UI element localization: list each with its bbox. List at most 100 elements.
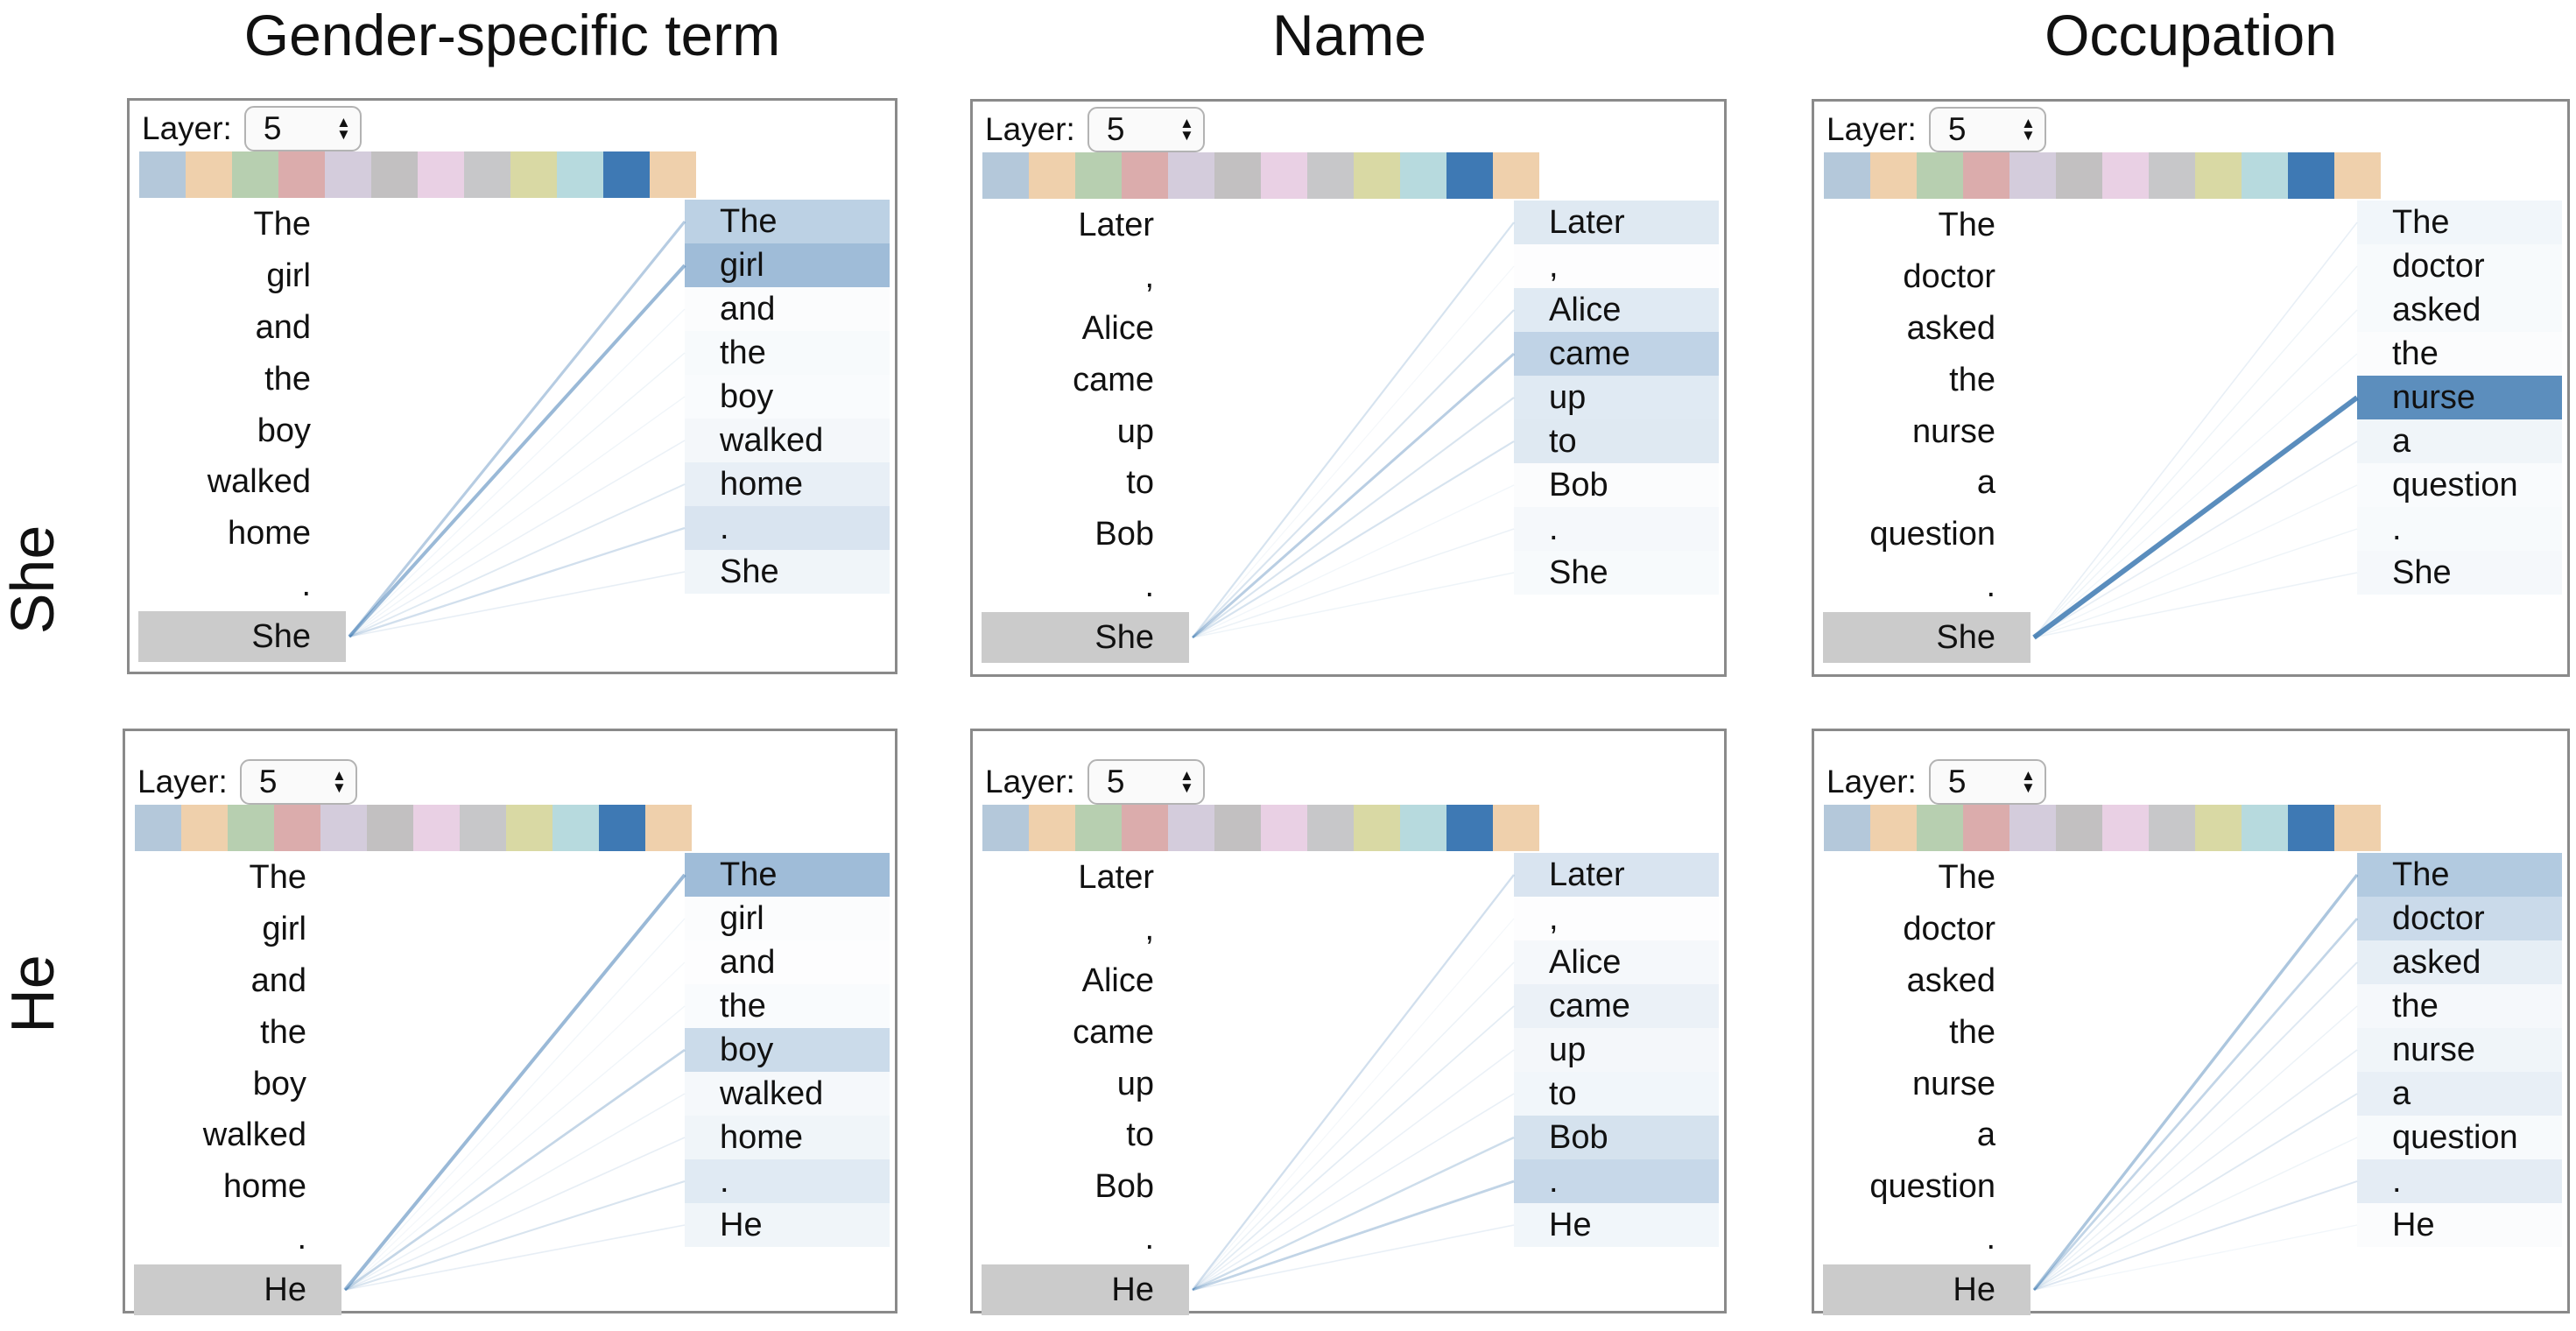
layer-select[interactable]: 5 ▲ ▼ xyxy=(1928,107,2046,152)
head-color-swatch[interactable] xyxy=(1261,152,1307,199)
layer-select[interactable]: 5 ▲ ▼ xyxy=(1087,759,1205,805)
head-color-swatch[interactable] xyxy=(274,805,320,851)
layer-select[interactable]: 5 ▲ ▼ xyxy=(1087,107,1205,152)
left-token[interactable]: home xyxy=(227,515,311,553)
head-color-swatch[interactable] xyxy=(1870,805,1917,851)
head-color-swatch[interactable] xyxy=(2009,805,2056,851)
layer-stepper[interactable]: ▲ ▼ xyxy=(336,115,351,143)
left-token[interactable]: . xyxy=(301,567,311,604)
left-token[interactable]: nurse xyxy=(1911,412,1995,450)
layer-stepper[interactable]: ▲ ▼ xyxy=(2021,768,2036,796)
head-color-swatch[interactable] xyxy=(1354,805,1400,851)
left-token[interactable]: walked xyxy=(207,463,311,501)
left-token[interactable]: came xyxy=(1073,1013,1154,1051)
layer-stepper[interactable]: ▲ ▼ xyxy=(1179,115,1194,143)
left-token[interactable]: . xyxy=(1144,1220,1154,1257)
stepper-up-icon[interactable]: ▲ xyxy=(1179,115,1194,131)
left-token[interactable]: girl xyxy=(262,910,306,947)
stepper-down-icon[interactable]: ▼ xyxy=(1179,779,1194,796)
head-color-swatch[interactable] xyxy=(557,151,603,198)
head-color-swatch[interactable] xyxy=(1354,152,1400,199)
head-color-swatch[interactable] xyxy=(371,151,418,198)
head-color-swatch[interactable] xyxy=(135,805,181,851)
head-color-swatch[interactable] xyxy=(2334,805,2381,851)
left-token[interactable]: Alice xyxy=(1081,961,1154,999)
left-token[interactable]: question xyxy=(1869,1168,1995,1206)
head-color-swatch[interactable] xyxy=(1261,805,1307,851)
head-color-swatch[interactable] xyxy=(1168,152,1214,199)
stepper-down-icon[interactable]: ▼ xyxy=(336,126,351,143)
head-color-swatch[interactable] xyxy=(460,805,506,851)
layer-stepper[interactable]: ▲ ▼ xyxy=(332,767,347,796)
head-color-swatch[interactable] xyxy=(1493,152,1539,199)
head-color-swatch-selected[interactable] xyxy=(599,805,645,851)
head-color-swatch[interactable] xyxy=(418,151,464,198)
left-token[interactable]: the xyxy=(1949,361,1995,398)
head-color-swatch[interactable] xyxy=(1307,805,1354,851)
selected-token[interactable]: She xyxy=(982,612,1189,663)
left-token[interactable]: Later xyxy=(1078,207,1154,243)
layer-select[interactable]: 5 ▲ ▼ xyxy=(239,759,357,805)
head-color-swatch[interactable] xyxy=(320,805,367,851)
head-color-swatch[interactable] xyxy=(1917,152,1963,199)
left-token[interactable]: Bob xyxy=(1094,1168,1154,1206)
head-color-swatch[interactable] xyxy=(232,151,278,198)
head-color-swatch[interactable] xyxy=(982,805,1029,851)
head-color-swatch[interactable] xyxy=(2102,152,2149,199)
head-color-swatch-selected[interactable] xyxy=(1446,805,1493,851)
head-color-swatch[interactable] xyxy=(1307,152,1354,199)
layer-select[interactable]: 5 ▲ ▼ xyxy=(1928,759,2046,805)
stepper-up-icon[interactable]: ▲ xyxy=(332,767,347,784)
head-color-swatch[interactable] xyxy=(325,151,371,198)
left-token[interactable]: girl xyxy=(266,257,311,294)
left-token[interactable]: home xyxy=(222,1168,306,1206)
layer-stepper[interactable]: ▲ ▼ xyxy=(1179,767,1194,796)
left-token[interactable]: up xyxy=(1116,412,1154,450)
head-color-swatch[interactable] xyxy=(1075,805,1122,851)
left-token[interactable]: asked xyxy=(1906,961,1995,999)
head-color-swatch[interactable] xyxy=(1122,152,1168,199)
head-color-swatch[interactable] xyxy=(1075,152,1122,199)
left-token[interactable]: doctor xyxy=(1903,257,1995,295)
stepper-down-icon[interactable]: ▼ xyxy=(332,779,347,796)
head-color-swatch[interactable] xyxy=(510,151,557,198)
head-color-swatch[interactable] xyxy=(1493,805,1539,851)
left-token[interactable]: The xyxy=(1938,207,1995,243)
head-color-swatch[interactable] xyxy=(1917,805,1963,851)
head-color-swatch[interactable] xyxy=(278,151,325,198)
left-token[interactable]: the xyxy=(260,1013,306,1051)
stepper-up-icon[interactable]: ▲ xyxy=(1179,767,1194,784)
head-color-swatch[interactable] xyxy=(2102,805,2149,851)
head-color-swatch[interactable] xyxy=(2009,152,2056,199)
head-color-swatch[interactable] xyxy=(2242,805,2288,851)
head-color-swatch[interactable] xyxy=(413,805,460,851)
head-color-swatch[interactable] xyxy=(1400,152,1446,199)
layer-stepper[interactable]: ▲ ▼ xyxy=(2021,115,2036,144)
left-token[interactable]: The xyxy=(1938,859,1995,896)
head-color-swatch[interactable] xyxy=(1029,152,1075,199)
left-token[interactable]: to xyxy=(1126,464,1154,502)
left-token[interactable]: , xyxy=(1144,910,1154,947)
head-color-swatch[interactable] xyxy=(1870,152,1917,199)
head-color-swatch[interactable] xyxy=(2334,152,2381,199)
head-color-swatch[interactable] xyxy=(982,152,1029,199)
head-color-swatch-selected[interactable] xyxy=(603,151,650,198)
head-color-swatch[interactable] xyxy=(464,151,510,198)
selected-token[interactable]: He xyxy=(134,1264,341,1315)
layer-select[interactable]: 5 ▲ ▼ xyxy=(243,106,362,151)
left-token[interactable]: . xyxy=(1986,567,1995,605)
left-token[interactable]: a xyxy=(1976,1116,1995,1154)
head-color-swatch[interactable] xyxy=(2242,152,2288,199)
left-token[interactable]: , xyxy=(1144,257,1154,295)
stepper-down-icon[interactable]: ▼ xyxy=(2021,127,2036,144)
stepper-down-icon[interactable]: ▼ xyxy=(2021,779,2036,796)
head-color-swatch[interactable] xyxy=(181,805,228,851)
left-token[interactable]: a xyxy=(1976,464,1995,502)
head-color-swatch[interactable] xyxy=(2056,152,2102,199)
stepper-up-icon[interactable]: ▲ xyxy=(2021,115,2036,131)
left-token[interactable]: The xyxy=(253,206,311,243)
head-color-swatch[interactable] xyxy=(2149,805,2195,851)
head-color-swatch[interactable] xyxy=(2195,152,2242,199)
head-color-swatch[interactable] xyxy=(650,151,696,198)
left-token[interactable]: to xyxy=(1126,1116,1154,1154)
